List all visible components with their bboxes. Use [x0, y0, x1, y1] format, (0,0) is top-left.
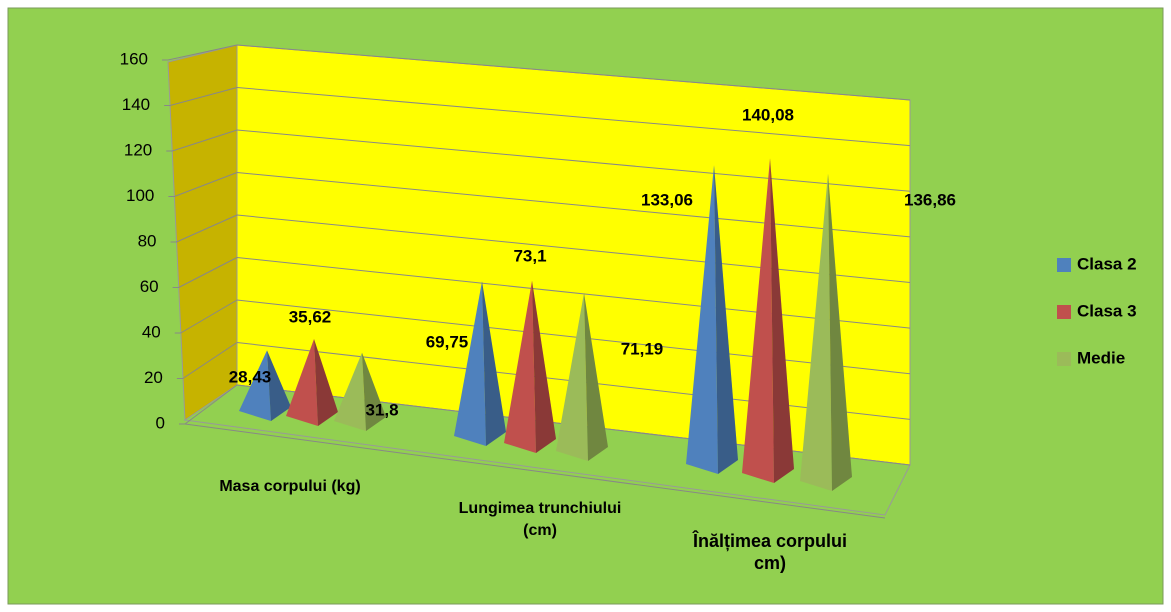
grid-line: [236, 129, 911, 192]
grid-line: [236, 87, 911, 147]
pyramid: [334, 352, 386, 431]
data-label: 69,75: [426, 332, 469, 351]
grid-line: [180, 299, 238, 334]
data-label: 31,8: [365, 400, 398, 419]
pyramid-face: [686, 165, 718, 474]
grid-line: [182, 342, 238, 379]
pyramid-face: [334, 352, 366, 431]
grid-line: [236, 44, 911, 101]
grid-line: [174, 172, 238, 197]
pyramid-face: [239, 350, 271, 421]
grid-line: [236, 214, 911, 283]
x-tick-label: Înălțimea corpului cm): [692, 531, 848, 573]
y-tick-label: 100: [126, 186, 154, 205]
data-label: 35,62: [289, 307, 332, 326]
legend-swatch: [1057, 352, 1071, 366]
grid-line: [236, 172, 911, 238]
pyramid: [286, 338, 338, 426]
x-tick-label: Masa corpului (kg): [219, 478, 361, 495]
x-tick-label: Lungimea trunchiului (cm): [458, 500, 622, 539]
pyramid: [686, 165, 738, 474]
pyramid-face: [267, 350, 291, 421]
data-label: 71,19: [621, 339, 664, 358]
grid-line: [172, 129, 238, 152]
y-tick-label: 80: [138, 231, 157, 250]
pyramid-face: [714, 165, 738, 474]
pyramid-face: [584, 293, 608, 461]
pyramid: [556, 293, 608, 461]
pyramid-face: [828, 173, 852, 491]
grid-line: [169, 87, 238, 106]
grid-line: [236, 299, 911, 375]
legend-swatch: [1057, 305, 1071, 319]
y-tick-label: 160: [120, 49, 148, 68]
legend-label: Clasa 3: [1077, 301, 1137, 320]
pyramid-face: [742, 158, 774, 483]
grid-line: [236, 257, 911, 329]
y-tick-label: 60: [140, 277, 159, 296]
pyramid-shade: [482, 281, 506, 446]
pyramid-shade: [267, 350, 291, 421]
y-tick-label: 0: [156, 413, 165, 432]
grid-line: [178, 257, 238, 288]
pyramid-face: [454, 281, 486, 446]
pyramid: [239, 350, 291, 421]
grid-line: [184, 384, 238, 425]
pyramid-shade: [770, 158, 794, 483]
y-tick-label: 140: [122, 95, 150, 114]
x-axis: [184, 423, 886, 519]
data-label: 136,86: [904, 190, 956, 209]
pyramid: [742, 158, 794, 483]
pyramid-face: [770, 158, 794, 483]
pyramid-face: [314, 338, 338, 426]
legend-swatch: [1057, 258, 1071, 272]
pyramid-face: [362, 352, 386, 431]
pyramid-face: [556, 293, 588, 461]
pyramid-face: [482, 281, 506, 446]
pyramid-face: [504, 280, 536, 453]
grid-line: [167, 44, 238, 61]
y-tick-label: 40: [142, 322, 161, 341]
pyramid-face: [286, 338, 318, 426]
pyramid-shade: [828, 173, 852, 491]
data-label: 133,06: [641, 190, 693, 209]
pyramid: [504, 280, 556, 453]
pyramid-shade: [532, 280, 556, 453]
pyramid-shade: [584, 293, 608, 461]
pyramid-face: [532, 280, 556, 453]
grid-line: [176, 214, 238, 243]
data-label: 73,1: [513, 246, 546, 265]
pyramid-face: [800, 173, 832, 491]
y-tick-label: 20: [144, 368, 163, 387]
pyramid: [454, 281, 506, 446]
pyramid-shade: [314, 338, 338, 426]
data-label: 140,08: [742, 105, 794, 124]
pyramid-shade: [714, 165, 738, 474]
pyramid: [800, 173, 852, 491]
pyramid-shade: [362, 352, 386, 431]
legend-label: Medie: [1077, 348, 1125, 367]
data-label: 28,43: [229, 367, 272, 386]
y-tick-label: 120: [124, 140, 152, 159]
legend-label: Clasa 2: [1077, 254, 1137, 273]
